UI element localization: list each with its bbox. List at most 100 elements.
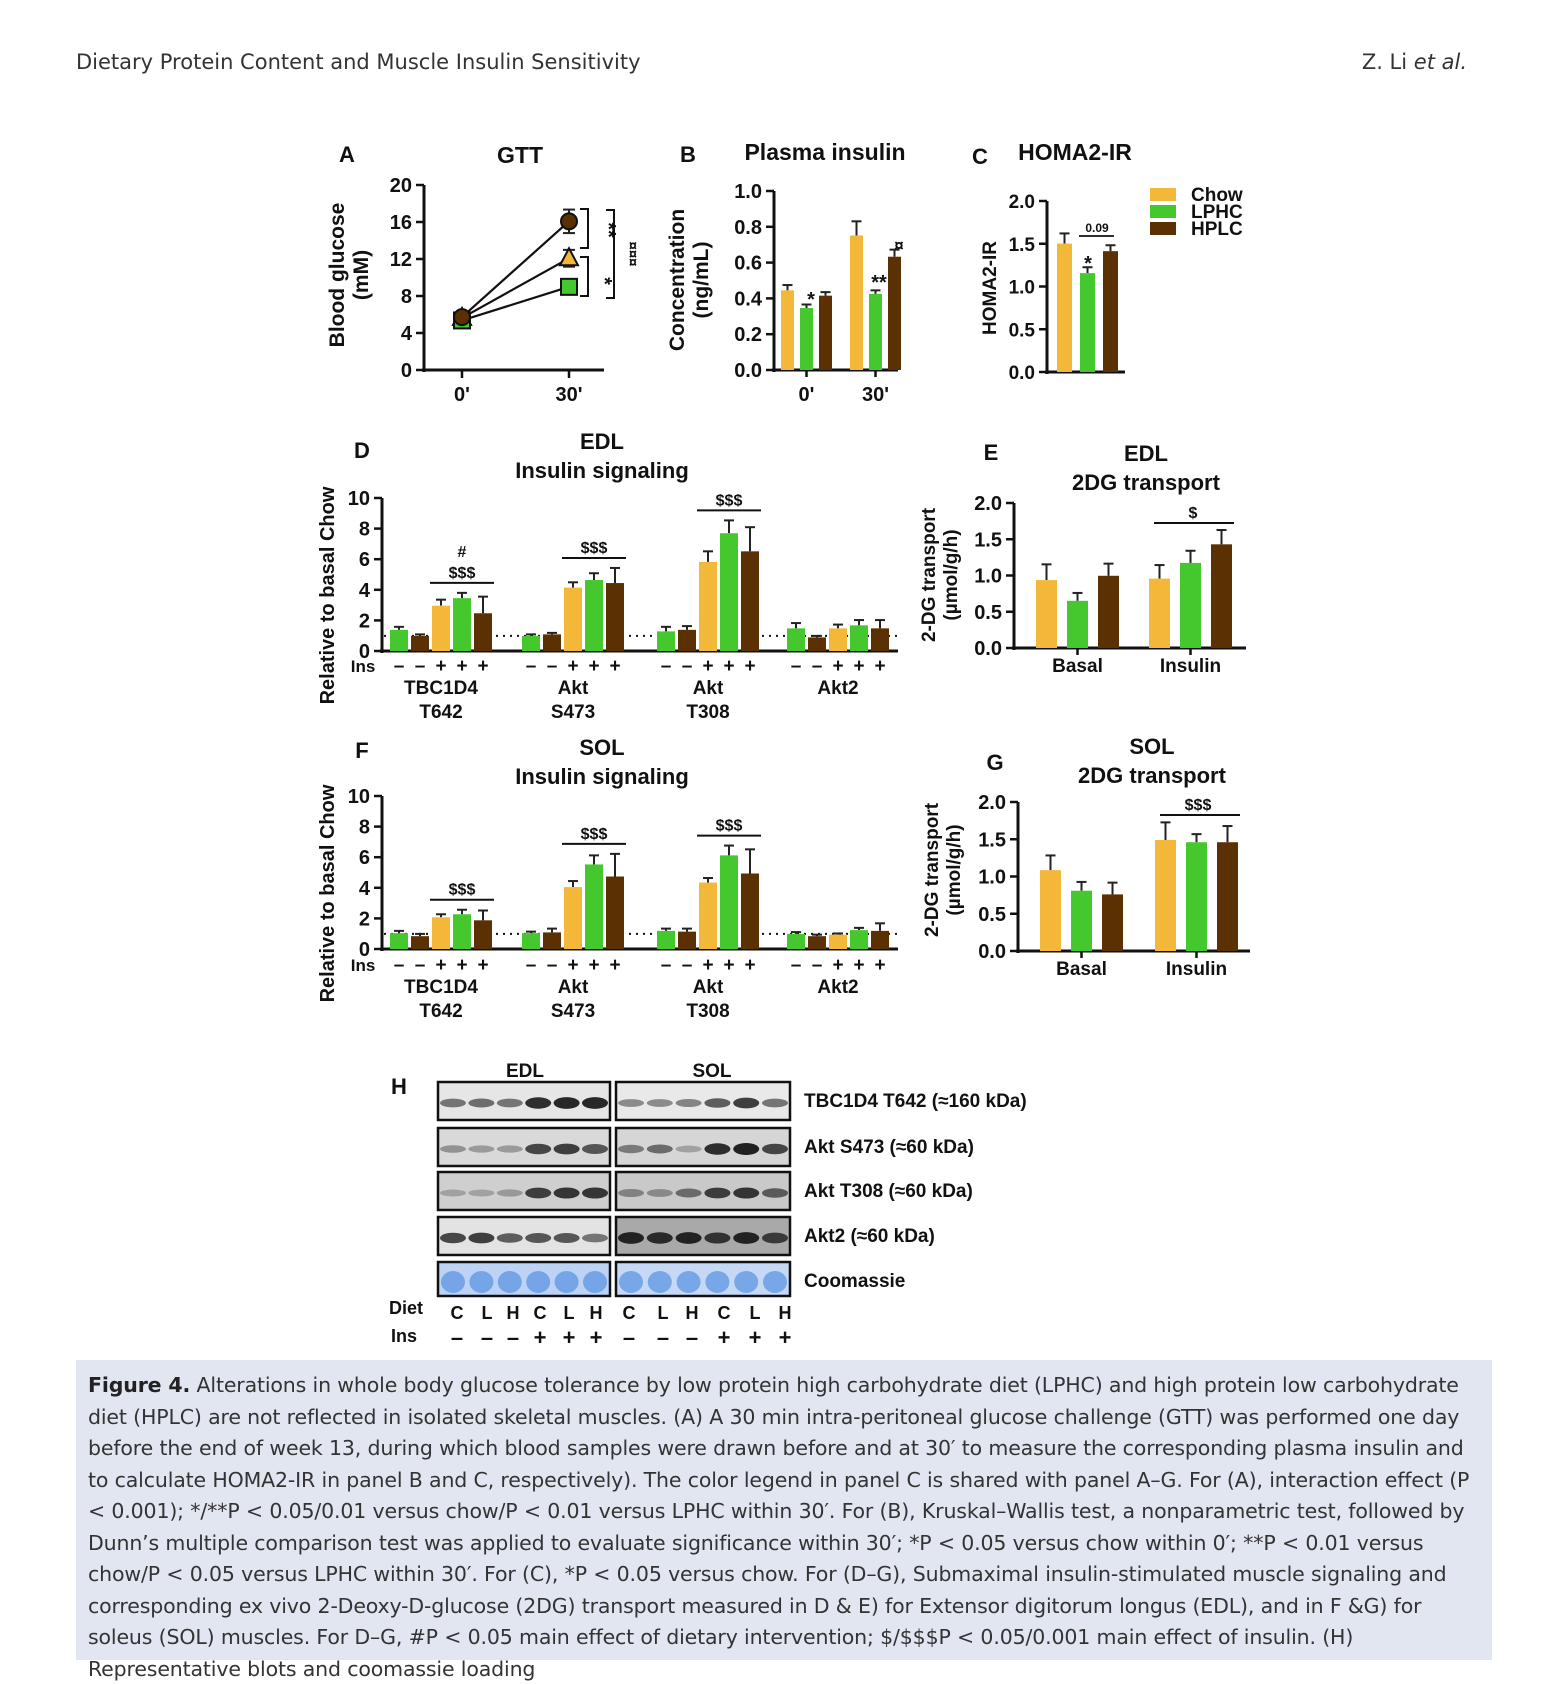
label-text: $$$ bbox=[1185, 797, 1212, 814]
bar-hplc bbox=[678, 931, 696, 949]
label-text: ¤ bbox=[894, 236, 903, 255]
bar-chow bbox=[829, 628, 847, 651]
label-text: Ins bbox=[351, 657, 376, 676]
label-text: * bbox=[593, 277, 615, 285]
bar-hplc bbox=[1098, 575, 1119, 648]
label-text: Diet bbox=[389, 1298, 423, 1318]
label-text: H bbox=[779, 1303, 792, 1323]
bar-chow bbox=[432, 605, 450, 651]
bar-lphc bbox=[390, 933, 408, 949]
bar-hplc bbox=[808, 936, 826, 949]
label-text: – bbox=[394, 656, 405, 677]
label-text: Akt2 bbox=[817, 678, 858, 699]
label-text: H bbox=[686, 1303, 699, 1323]
bar-lphc bbox=[850, 625, 868, 651]
label-text: (µmol/g/h) bbox=[941, 529, 962, 620]
bar-chow bbox=[1155, 840, 1176, 951]
label-text: + bbox=[744, 955, 755, 976]
bar-chow bbox=[564, 587, 582, 651]
bar-chow bbox=[1057, 243, 1072, 372]
label-text: GTT bbox=[497, 142, 543, 168]
panel-f-sol-signaling: 0 2 4 6 8 10 Ins F SOL Insulin signaling Relative … bbox=[317, 735, 898, 1022]
label-text: HOMA2-IR bbox=[980, 241, 1001, 335]
label-text: C bbox=[972, 144, 988, 169]
label-text: 0 bbox=[401, 360, 412, 382]
label-text: + bbox=[456, 656, 467, 677]
label-text: + bbox=[435, 955, 446, 976]
label-text: EDL bbox=[580, 429, 624, 454]
label-text: $$$ bbox=[716, 492, 743, 509]
label-text: 2DG transport bbox=[1072, 470, 1221, 495]
label-text: 0.5 bbox=[978, 904, 1006, 926]
bar-lphc bbox=[800, 308, 813, 370]
bar-lphc bbox=[522, 635, 540, 651]
author-suffix: et al. bbox=[1413, 50, 1467, 74]
blot-strip bbox=[614, 1126, 792, 1168]
label-text: – bbox=[791, 656, 802, 677]
bar-chow bbox=[699, 561, 717, 651]
label-text: 4 bbox=[401, 323, 413, 345]
bar-hplc bbox=[741, 873, 759, 949]
label-text: – bbox=[812, 955, 823, 976]
label-text: $$$ bbox=[581, 540, 608, 557]
panel-h-blots: H EDL SOL TBC1D4 T642 (≈160 kDa) Akt S473 (≈… bbox=[389, 1061, 1027, 1350]
label-text: (µmol/g/h) bbox=[944, 824, 965, 915]
panel-e-edl-2dg: 0.0 0.5 1.0 1.5 2.0 Basal Insulin E EDL 2DG trans… bbox=[919, 440, 1246, 677]
label-text: – bbox=[661, 656, 672, 677]
label-text: L bbox=[482, 1303, 493, 1323]
bar-hplc bbox=[741, 551, 759, 651]
marker-hplc bbox=[453, 308, 471, 327]
label-text: ** bbox=[871, 272, 887, 294]
bar-lphc bbox=[720, 533, 738, 651]
label-text: 2-DG transport bbox=[922, 802, 943, 937]
label-text: + bbox=[874, 955, 885, 976]
label-text: – bbox=[526, 656, 537, 677]
label-text: 1.0 bbox=[974, 566, 1002, 588]
label-text: – bbox=[682, 656, 693, 677]
label-text: G bbox=[986, 750, 1003, 775]
label-text: L bbox=[750, 1303, 761, 1323]
blot-strip bbox=[614, 1260, 792, 1298]
bar-chow bbox=[564, 887, 582, 949]
label-text: (mM) bbox=[350, 250, 373, 300]
label-text: S473 bbox=[551, 1001, 595, 1022]
label-text: Basal bbox=[1052, 656, 1103, 677]
bar-lphc bbox=[1080, 273, 1095, 372]
label-text: 2.0 bbox=[974, 493, 1002, 515]
bar-lphc bbox=[390, 629, 408, 651]
panel-g-sol-2dg: 0.0 0.5 1.0 1.5 2.0 Basal Insulin G SOL 2DG trans… bbox=[922, 734, 1250, 980]
label-text: – bbox=[507, 1325, 519, 1350]
bar-chow bbox=[829, 934, 847, 949]
bar-lphc bbox=[657, 930, 675, 949]
label-text: T642 bbox=[419, 1001, 462, 1022]
blot-strip bbox=[614, 1215, 792, 1257]
label-text: + bbox=[435, 656, 446, 677]
label-text: 0 bbox=[359, 939, 370, 961]
label-text: 10 bbox=[348, 488, 370, 510]
label-text: – bbox=[547, 656, 558, 677]
marker-hplc bbox=[560, 212, 578, 231]
label-text: Ins bbox=[391, 1326, 417, 1346]
label-text: 4 bbox=[359, 878, 371, 900]
bar-lphc bbox=[869, 293, 882, 370]
blot-strip bbox=[436, 1080, 612, 1122]
bar-lphc bbox=[585, 580, 603, 651]
running-title: Dietary Protein Content and Muscle Insul… bbox=[76, 50, 641, 74]
caption-text: Alterations in whole body glucose tolera… bbox=[88, 1373, 1470, 1681]
label-text: 0.0 bbox=[734, 360, 762, 382]
label-text: 6 bbox=[359, 847, 370, 869]
label-text: Relative to basal Chow bbox=[317, 784, 339, 1002]
label-text: Akt bbox=[558, 678, 589, 699]
bar-lphc bbox=[787, 628, 805, 651]
label-text: Insulin signaling bbox=[515, 458, 689, 483]
label-text: * bbox=[1084, 253, 1092, 275]
label-text: S473 bbox=[551, 702, 595, 723]
label-text: $$$ bbox=[449, 882, 476, 899]
label-text: – bbox=[526, 955, 537, 976]
label-text: TBC1D4 T642 (≈160 kDa) bbox=[804, 1091, 1027, 1112]
label-text: 6 bbox=[359, 549, 370, 571]
label-text: T308 bbox=[686, 702, 729, 723]
bar-hplc bbox=[543, 634, 561, 651]
legend-swatch-lphc bbox=[1150, 205, 1176, 218]
label-text: – bbox=[415, 955, 426, 976]
